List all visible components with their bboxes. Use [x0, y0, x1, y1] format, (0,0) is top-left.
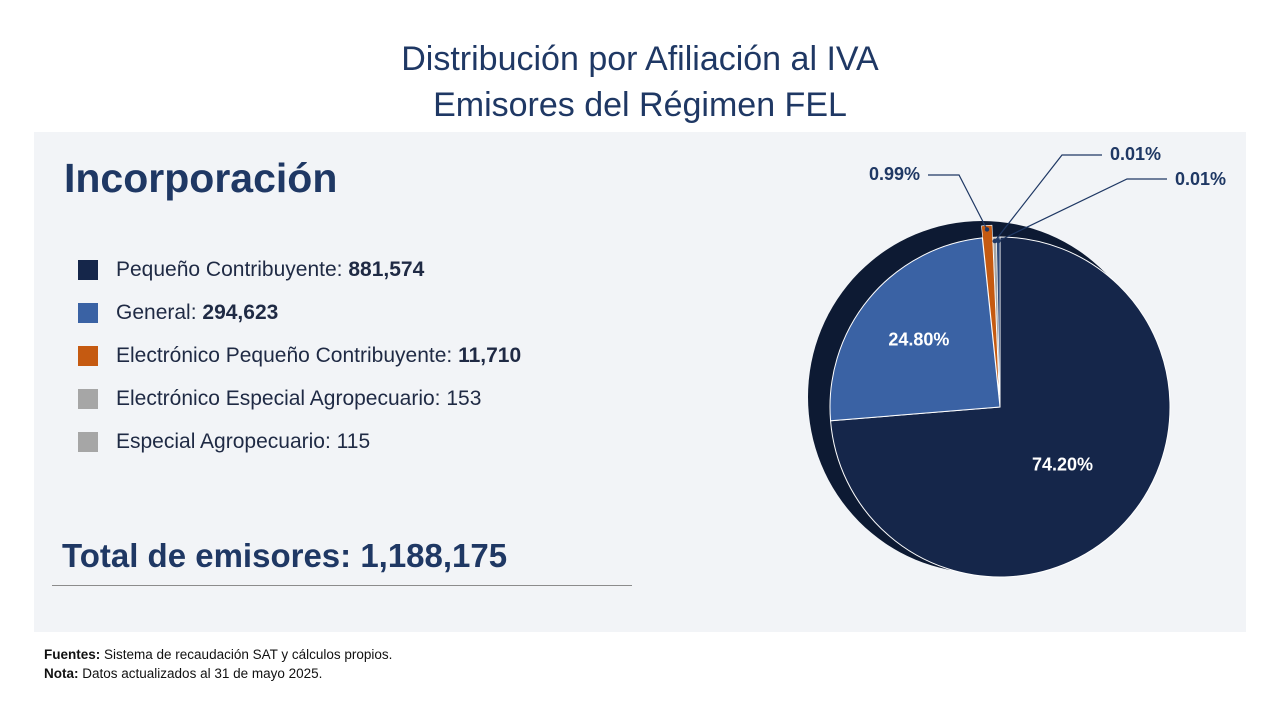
callout-line [994, 154, 1102, 242]
title-line-2: Emisores del Régimen FEL [433, 86, 847, 124]
legend-swatch [78, 302, 98, 323]
slice-label: 74.20% [1032, 455, 1093, 475]
legend-item: Electrónico Especial Agropecuario: 153 [78, 377, 521, 420]
legend-item: Pequeño Contribuyente: 881,574 [78, 248, 521, 291]
sources-label: Fuentes: [44, 647, 101, 662]
callout-line [998, 178, 1167, 242]
total-label: Total de emisores: [62, 537, 361, 574]
legend-swatch [78, 345, 98, 366]
data-note: Nota: Datos actualizados al 31 de mayo 2… [44, 664, 392, 683]
legend-label: Pequeño Contribuyente: [116, 257, 349, 281]
slice-label: 0.99% [869, 164, 920, 184]
legend-value: 294,623 [202, 300, 279, 324]
legend-item: Especial Agropecuario: 115 [78, 420, 521, 463]
legend-swatch [78, 388, 98, 409]
legend-label: Especial Agropecuario: [116, 429, 337, 453]
legend-value: 115 [336, 429, 371, 453]
legend-label: Electrónico Pequeño Contribuyente: [116, 343, 459, 367]
legend-label: General: [116, 300, 203, 324]
chart-title: Distribución por Afiliación al IVA Emiso… [0, 36, 1280, 128]
legend-value: 11,710 [458, 343, 522, 367]
total-emitters: Total de emisores: 1,188,175 [62, 537, 507, 575]
footnotes: Fuentes: Sistema de recaudación SAT y cá… [44, 645, 392, 683]
slice-label: 0.01% [1110, 144, 1161, 164]
legend: Pequeño Contribuyente: 881,574 General: 2… [78, 248, 521, 463]
note-text: Datos actualizados al 31 de mayo 2025. [78, 666, 323, 681]
slice-label: 24.80% [888, 330, 949, 350]
total-underline [52, 585, 632, 586]
callout-line [928, 174, 988, 230]
slice-label: 0.01% [1175, 169, 1226, 189]
sources-text: Sistema de recaudación SAT y cálculos pr… [100, 647, 393, 662]
pie-chart: 74.20% 24.80% 0.99% 0.01% 0.01% [808, 144, 1226, 578]
callout-dot [992, 238, 997, 244]
section-heading: Incorporación [64, 155, 338, 201]
legend-label: Electrónico Especial Agropecuario: [116, 386, 447, 410]
legend-item: Electrónico Pequeño Contribuyente: 11,71… [78, 334, 521, 377]
total-value: 1,188,175 [360, 537, 508, 574]
note-label: Nota: [44, 666, 79, 681]
legend-value: 153 [446, 386, 482, 410]
callout-dot [984, 227, 990, 232]
callout-dot [996, 238, 1001, 244]
title-line-1: Distribución por Afiliación al IVA [401, 40, 879, 78]
legend-swatch [78, 259, 98, 280]
pie-slice [981, 224, 1000, 396]
legend-value: 881,574 [348, 257, 425, 281]
legend-item: General: 294,623 [78, 291, 521, 334]
legend-swatch [78, 431, 98, 452]
pie-slice [829, 237, 1001, 422]
sources-note: Fuentes: Sistema de recaudación SAT y cá… [44, 645, 392, 664]
